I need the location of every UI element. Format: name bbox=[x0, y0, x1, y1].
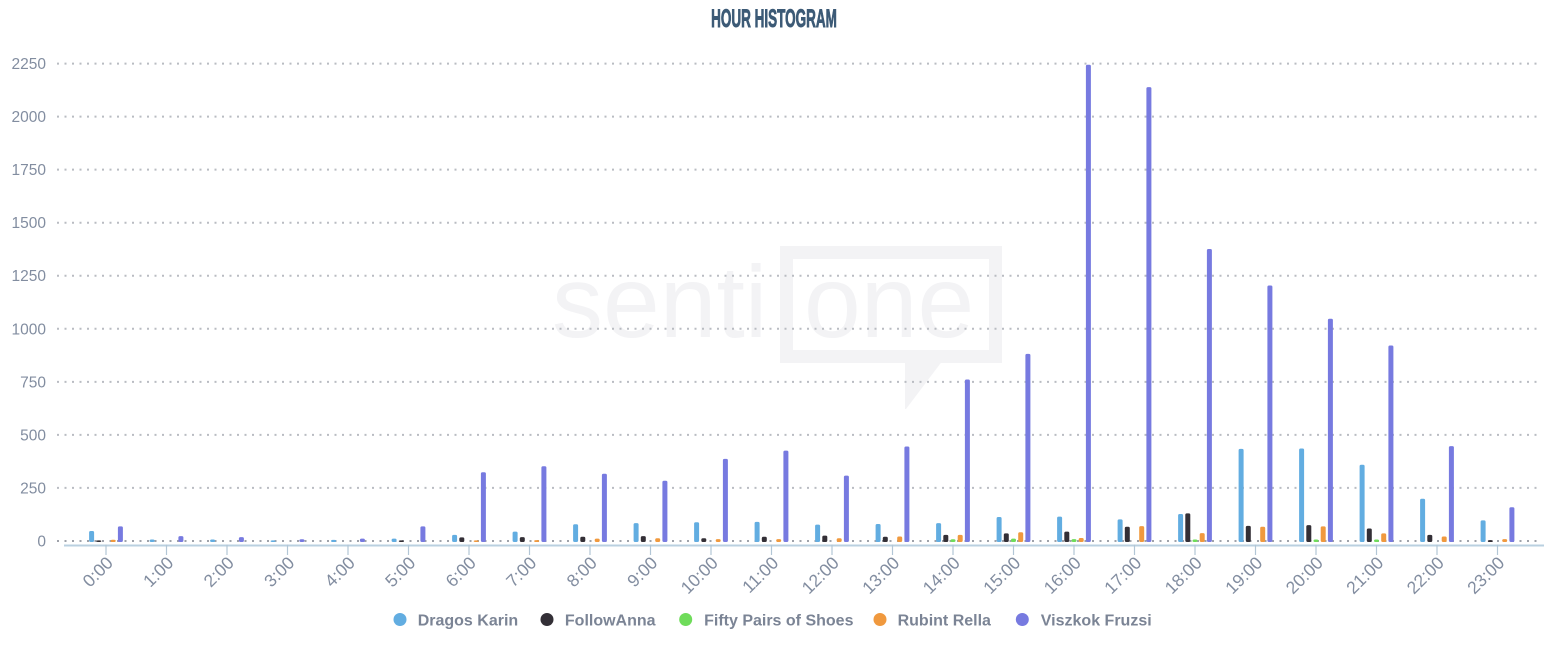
svg-text:one: one bbox=[804, 245, 974, 359]
svg-text:3:00: 3:00 bbox=[260, 552, 298, 590]
svg-text:0:00: 0:00 bbox=[79, 552, 117, 590]
svg-text:FollowAnna: FollowAnna bbox=[565, 613, 656, 630]
svg-text:0: 0 bbox=[37, 534, 46, 551]
svg-text:19:00: 19:00 bbox=[1221, 553, 1266, 598]
svg-text:4:00: 4:00 bbox=[321, 552, 359, 590]
svg-text:12:00: 12:00 bbox=[798, 553, 843, 598]
svg-text:Viszkok Fruzsi: Viszkok Fruzsi bbox=[1041, 613, 1152, 630]
svg-text:8:00: 8:00 bbox=[563, 552, 601, 590]
svg-text:750: 750 bbox=[20, 374, 46, 391]
svg-text:17:00: 17:00 bbox=[1100, 553, 1145, 598]
svg-text:20:00: 20:00 bbox=[1282, 553, 1327, 598]
svg-text:14:00: 14:00 bbox=[919, 553, 964, 598]
svg-text:6:00: 6:00 bbox=[442, 552, 480, 590]
svg-text:1:00: 1:00 bbox=[139, 552, 177, 590]
svg-text:1250: 1250 bbox=[12, 268, 47, 285]
svg-text:15:00: 15:00 bbox=[979, 553, 1024, 598]
svg-text:2:00: 2:00 bbox=[200, 552, 238, 590]
svg-text:22:00: 22:00 bbox=[1403, 553, 1448, 598]
svg-text:9:00: 9:00 bbox=[623, 552, 661, 590]
svg-text:1750: 1750 bbox=[12, 162, 47, 179]
svg-text:1000: 1000 bbox=[12, 321, 47, 338]
svg-text:Fifty Pairs of Shoes: Fifty Pairs of Shoes bbox=[704, 613, 853, 630]
svg-text:21:00: 21:00 bbox=[1342, 553, 1387, 598]
svg-text:18:00: 18:00 bbox=[1161, 553, 1206, 598]
svg-text:13:00: 13:00 bbox=[858, 553, 903, 598]
svg-text:7:00: 7:00 bbox=[502, 552, 540, 590]
svg-text:5:00: 5:00 bbox=[381, 552, 419, 590]
svg-text:2000: 2000 bbox=[12, 109, 47, 126]
svg-text:2250: 2250 bbox=[12, 56, 47, 73]
svg-text:250: 250 bbox=[20, 480, 46, 497]
svg-text:Rubint Rella: Rubint Rella bbox=[898, 613, 991, 630]
svg-text:500: 500 bbox=[20, 427, 46, 444]
svg-text:23:00: 23:00 bbox=[1463, 553, 1508, 598]
svg-text:HOUR HISTOGRAM: HOUR HISTOGRAM bbox=[711, 6, 837, 33]
svg-text:Dragos Karin: Dragos Karin bbox=[418, 613, 518, 630]
svg-text:10:00: 10:00 bbox=[677, 553, 722, 598]
svg-text:16:00: 16:00 bbox=[1040, 553, 1085, 598]
svg-text:senti: senti bbox=[552, 245, 767, 359]
svg-text:1500: 1500 bbox=[12, 215, 47, 232]
svg-text:11:00: 11:00 bbox=[738, 553, 782, 597]
